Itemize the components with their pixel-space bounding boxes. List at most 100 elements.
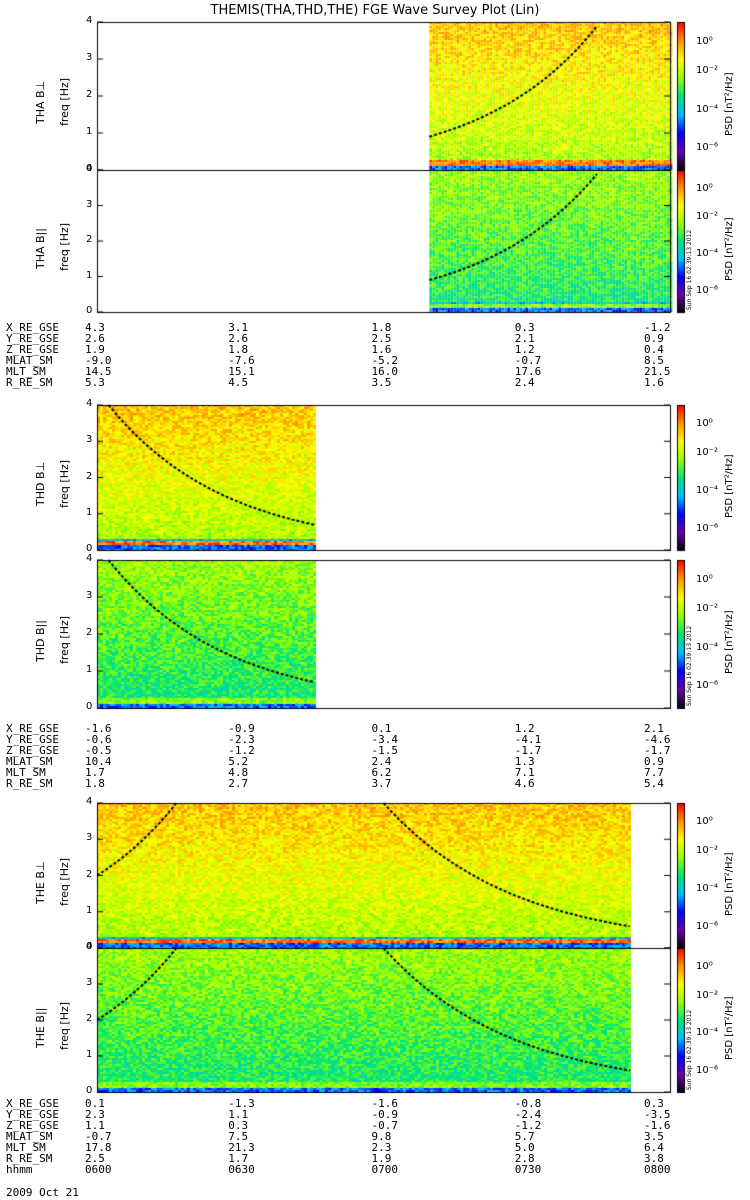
ephem-value: 5.7 [514, 1130, 535, 1143]
ephem-value: -0.8 [514, 1097, 542, 1110]
colorbar-label: PSD [nT²/Hz] [724, 72, 735, 136]
ephem-value: -0.5 [85, 744, 112, 757]
colorbar-label: PSD [nT²/Hz] [724, 610, 735, 674]
y-tick-label: 4 [86, 796, 93, 807]
y-tick-label: 3 [86, 590, 93, 601]
ephem-value: 10.4 [85, 755, 112, 768]
ephem-value: 5.4 [644, 777, 664, 790]
ephem-value: 2.5 [371, 332, 392, 345]
y-tick-label: 2 [86, 627, 93, 638]
y-tick-label: 0 [86, 543, 93, 554]
colorbar-tick: 10⁻² [696, 603, 719, 615]
colorbar-label: PSD [nT²/Hz] [724, 851, 735, 916]
ephem-label: R_RE_SM [6, 777, 53, 790]
ephem-value: -2.4 [514, 1108, 542, 1121]
ephem-value: 2.6 [85, 332, 105, 345]
colorbar-tick: 10⁰ [696, 961, 713, 973]
timestamp-stamp: Sun Sep 16 02:39:13 2012 [686, 1009, 693, 1090]
ephem-value: 3.5 [644, 1130, 664, 1143]
ephem-value: 3.7 [371, 777, 392, 790]
ephem-value: 3.8 [644, 1152, 664, 1165]
colorbar-tick: 10⁰ [696, 418, 713, 430]
ephem-value: 2.3 [371, 1141, 392, 1154]
ephem-value: 21.3 [228, 1141, 255, 1154]
panel-yunits: freq [Hz] [58, 222, 71, 271]
ephem-value: -4.6 [644, 733, 671, 746]
ephem-value: 1.8 [228, 343, 249, 356]
panel-ylabel: THE B|| [34, 1007, 47, 1048]
ephem-value: 6.4 [644, 1141, 664, 1154]
ephem-value: 1.6 [371, 343, 392, 356]
ephem-value: 2.1 [644, 722, 664, 735]
ephem-value: 0.3 [228, 1119, 249, 1132]
y-tick-label: 2 [86, 868, 93, 880]
colorbar-tick: 10⁻² [696, 447, 719, 459]
ephem-value: -4.1 [514, 733, 542, 746]
colorbar-tick: 10⁰ [696, 182, 713, 194]
y-tick-label: 2 [86, 1013, 93, 1024]
x-tick-label: 0700 [371, 1163, 399, 1176]
colorbar-tick: 10⁻⁶ [696, 920, 719, 932]
ephem-value: -0.6 [85, 733, 112, 746]
y-tick-label: 0 [86, 701, 93, 712]
colorbar-tick: 10⁻² [696, 989, 719, 1001]
ephem-value: 1.8 [371, 321, 392, 334]
ephem-value: 5.0 [514, 1141, 535, 1154]
colorbar-tick: 10⁻² [696, 65, 719, 77]
ephem-value: -1.3 [228, 1097, 255, 1110]
colorbar-tick: 10⁻² [696, 211, 719, 223]
panel-yunits: freq [Hz] [58, 77, 71, 126]
colorbar-tick: 10⁻⁴ [696, 883, 719, 894]
ephem-label: Z_RE_GSE [6, 343, 59, 356]
ephem-value: 7.7 [644, 766, 664, 779]
colorbar-tick: 10⁻⁶ [696, 285, 719, 297]
y-tick-label: 1 [86, 269, 93, 281]
y-tick-label: 2 [86, 89, 93, 100]
panel-ylabel: THE B⊥ [34, 860, 47, 904]
panel-ylabel: THD B⊥ [34, 461, 47, 506]
y-tick-label: 0 [86, 1085, 93, 1096]
ephem-value: 4.3 [85, 321, 105, 334]
ephem-label: MLAT_SM [6, 1130, 53, 1143]
ephem-value: 1.3 [514, 755, 535, 768]
plot-title: THEMIS(THA,THD,THE) FGE Wave Survey Plot… [210, 3, 540, 18]
ephem-value: -1.2 [228, 744, 255, 757]
ephem-label: R_RE_SM [6, 376, 53, 389]
y-tick-label: 0 [86, 305, 93, 316]
y-tick-label: 3 [86, 832, 93, 844]
ephem-value: 0.9 [644, 332, 664, 345]
ephem-value: 1.8 [85, 777, 105, 790]
ephem-value: 6.2 [371, 766, 392, 779]
panel-yunits: freq [Hz] [58, 459, 71, 508]
panel-yunits: freq [Hz] [58, 615, 71, 664]
ephem-value: -0.7 [514, 354, 542, 367]
ephem-value: -1.6 [644, 1119, 671, 1132]
ephem-value: 21.5 [644, 365, 671, 378]
y-tick-label: 0 [86, 941, 93, 952]
ephem-value: 0.3 [644, 1097, 664, 1110]
ephem-label: Z_RE_GSE [6, 744, 59, 757]
colorbar-tick: 10⁻⁴ [696, 485, 719, 496]
x-tick-label: 0630 [228, 1163, 255, 1176]
ephem-value: -1.2 [514, 1119, 542, 1132]
ephem-label: X_RE_GSE [6, 722, 59, 735]
ephem-value: 4.5 [228, 376, 249, 389]
ephem-label: Y_RE_GSE [6, 733, 59, 746]
ephem-label: MLT_SM [6, 365, 46, 378]
ephem-value: 4.8 [228, 766, 249, 779]
ephem-value: 16.0 [371, 365, 399, 378]
ephem-value: 1.2 [514, 343, 535, 356]
ephem-value: 9.8 [371, 1130, 392, 1143]
ephem-value: 1.1 [228, 1108, 249, 1121]
ephem-value: -9.0 [85, 354, 112, 367]
colorbar-tick: 10⁻⁴ [696, 248, 719, 260]
ephem-label: MLAT_SM [6, 755, 53, 768]
panel-ylabel: THD B|| [34, 620, 47, 662]
ephem-value: 2.6 [228, 332, 249, 345]
ephem-label: R_RE_SM [6, 1152, 53, 1165]
colorbar-tick: 10⁻⁴ [696, 641, 719, 653]
ephem-value: -0.7 [85, 1130, 112, 1143]
ephem-value: -1.6 [371, 1097, 399, 1110]
colorbar-tick: 10⁻⁴ [696, 103, 719, 115]
